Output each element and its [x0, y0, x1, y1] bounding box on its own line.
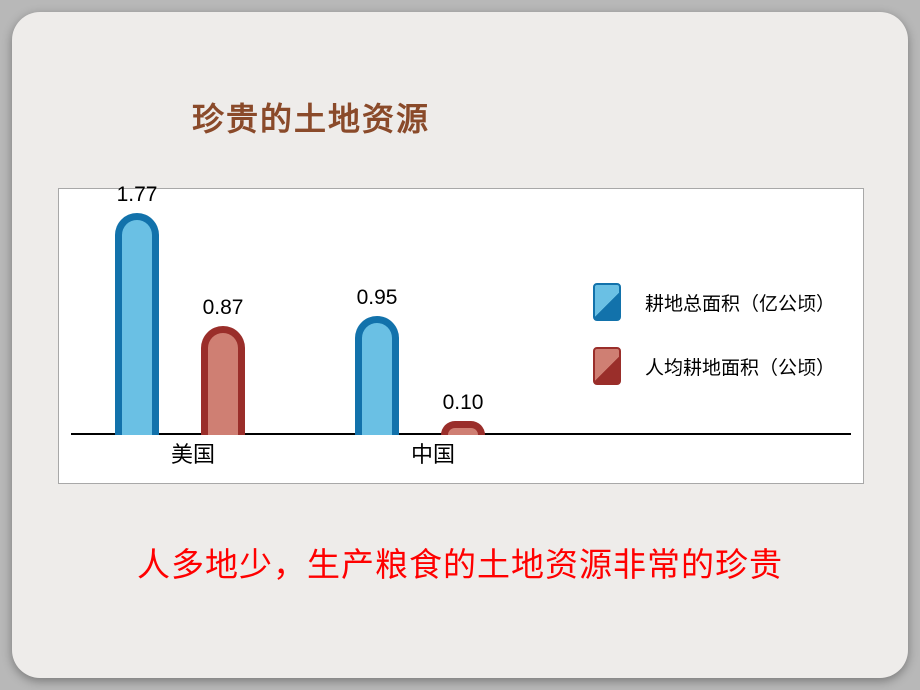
legend-item-percapita: 人均耕地面积（公顷）	[593, 347, 835, 385]
chart-legend: 耕地总面积（亿公顷） 人均耕地面积（公顷）	[593, 283, 835, 411]
xlabel-cn: 中国	[393, 437, 473, 469]
bar-shape	[355, 316, 399, 435]
bar-value-label: 1.77	[115, 183, 159, 207]
legend-item-total: 耕地总面积（亿公顷）	[593, 283, 835, 321]
bar-shape	[201, 326, 245, 435]
legend-text: 人均耕地面积（公顷）	[645, 353, 835, 380]
chart-area: 1.77 0.87 0.95 0.10 美国 中国	[59, 189, 863, 483]
caption-text: 人多地少，生产粮食的土地资源非常的珍贵	[12, 538, 908, 586]
bar-shape	[441, 421, 485, 435]
legend-text: 耕地总面积（亿公顷）	[645, 289, 835, 316]
bar-shape	[115, 213, 159, 435]
bar-value-label: 0.95	[355, 286, 399, 310]
bar-value-label: 0.87	[201, 296, 245, 320]
xlabel-us: 美国	[153, 437, 233, 469]
chart-container: 1.77 0.87 0.95 0.10 美国 中国	[58, 188, 864, 484]
legend-swatch-red	[593, 347, 621, 385]
slide-title: 珍贵的土地资源	[192, 94, 430, 140]
legend-swatch-blue	[593, 283, 621, 321]
slide: 珍贵的土地资源 1.77 0.87 0.95	[12, 12, 908, 678]
bar-value-label: 0.10	[441, 391, 485, 415]
